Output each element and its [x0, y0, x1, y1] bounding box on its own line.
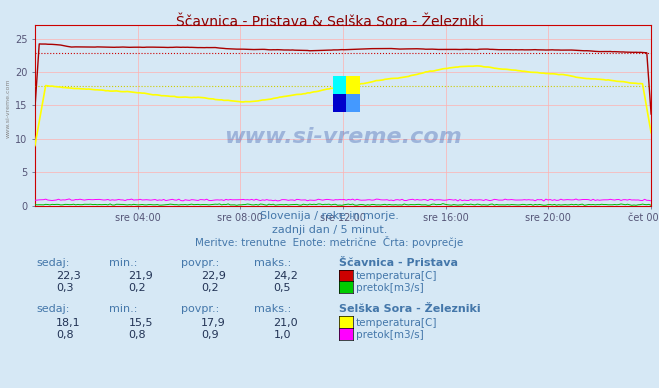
Text: Slovenija / reke in morje.: Slovenija / reke in morje. [260, 211, 399, 221]
Text: min.:: min.: [109, 304, 137, 314]
Text: 17,9: 17,9 [201, 318, 226, 328]
Text: maks.:: maks.: [254, 258, 291, 268]
Text: pretok[m3/s]: pretok[m3/s] [356, 283, 424, 293]
Text: 0,9: 0,9 [201, 329, 219, 340]
Text: www.si-vreme.com: www.si-vreme.com [224, 127, 462, 147]
Text: 24,2: 24,2 [273, 271, 299, 281]
Text: povpr.:: povpr.: [181, 304, 219, 314]
Text: 0,8: 0,8 [129, 329, 146, 340]
Bar [346, 76, 360, 94]
Text: temperatura[C]: temperatura[C] [356, 318, 438, 328]
Text: 0,2: 0,2 [201, 283, 219, 293]
Text: Selška Sora - Železniki: Selška Sora - Železniki [339, 304, 481, 314]
Text: Meritve: trenutne  Enote: metrične  Črta: povprečje: Meritve: trenutne Enote: metrične Črta: … [195, 236, 464, 248]
Text: pretok[m3/s]: pretok[m3/s] [356, 329, 424, 340]
Text: 0,2: 0,2 [129, 283, 146, 293]
Text: 21,9: 21,9 [129, 271, 154, 281]
Text: povpr.:: povpr.: [181, 258, 219, 268]
Text: min.:: min.: [109, 258, 137, 268]
Bar [333, 94, 346, 112]
Text: 0,5: 0,5 [273, 283, 291, 293]
Text: 0,3: 0,3 [56, 283, 74, 293]
Text: 1,0: 1,0 [273, 329, 291, 340]
Text: 0,8: 0,8 [56, 329, 74, 340]
Text: Ščavnica - Pristava: Ščavnica - Pristava [339, 258, 459, 268]
Text: www.si-vreme.com: www.si-vreme.com [5, 79, 11, 139]
Text: 18,1: 18,1 [56, 318, 80, 328]
Text: sedaj:: sedaj: [36, 304, 70, 314]
Text: Ščavnica - Pristava & Selška Sora - Železniki: Ščavnica - Pristava & Selška Sora - Žele… [175, 15, 484, 29]
Bar [346, 94, 360, 112]
Text: 22,3: 22,3 [56, 271, 81, 281]
Text: sedaj:: sedaj: [36, 258, 70, 268]
Text: temperatura[C]: temperatura[C] [356, 271, 438, 281]
Bar [333, 76, 346, 94]
Text: zadnji dan / 5 minut.: zadnji dan / 5 minut. [272, 225, 387, 235]
Text: maks.:: maks.: [254, 304, 291, 314]
Text: 15,5: 15,5 [129, 318, 153, 328]
Text: 22,9: 22,9 [201, 271, 226, 281]
Text: 21,0: 21,0 [273, 318, 298, 328]
